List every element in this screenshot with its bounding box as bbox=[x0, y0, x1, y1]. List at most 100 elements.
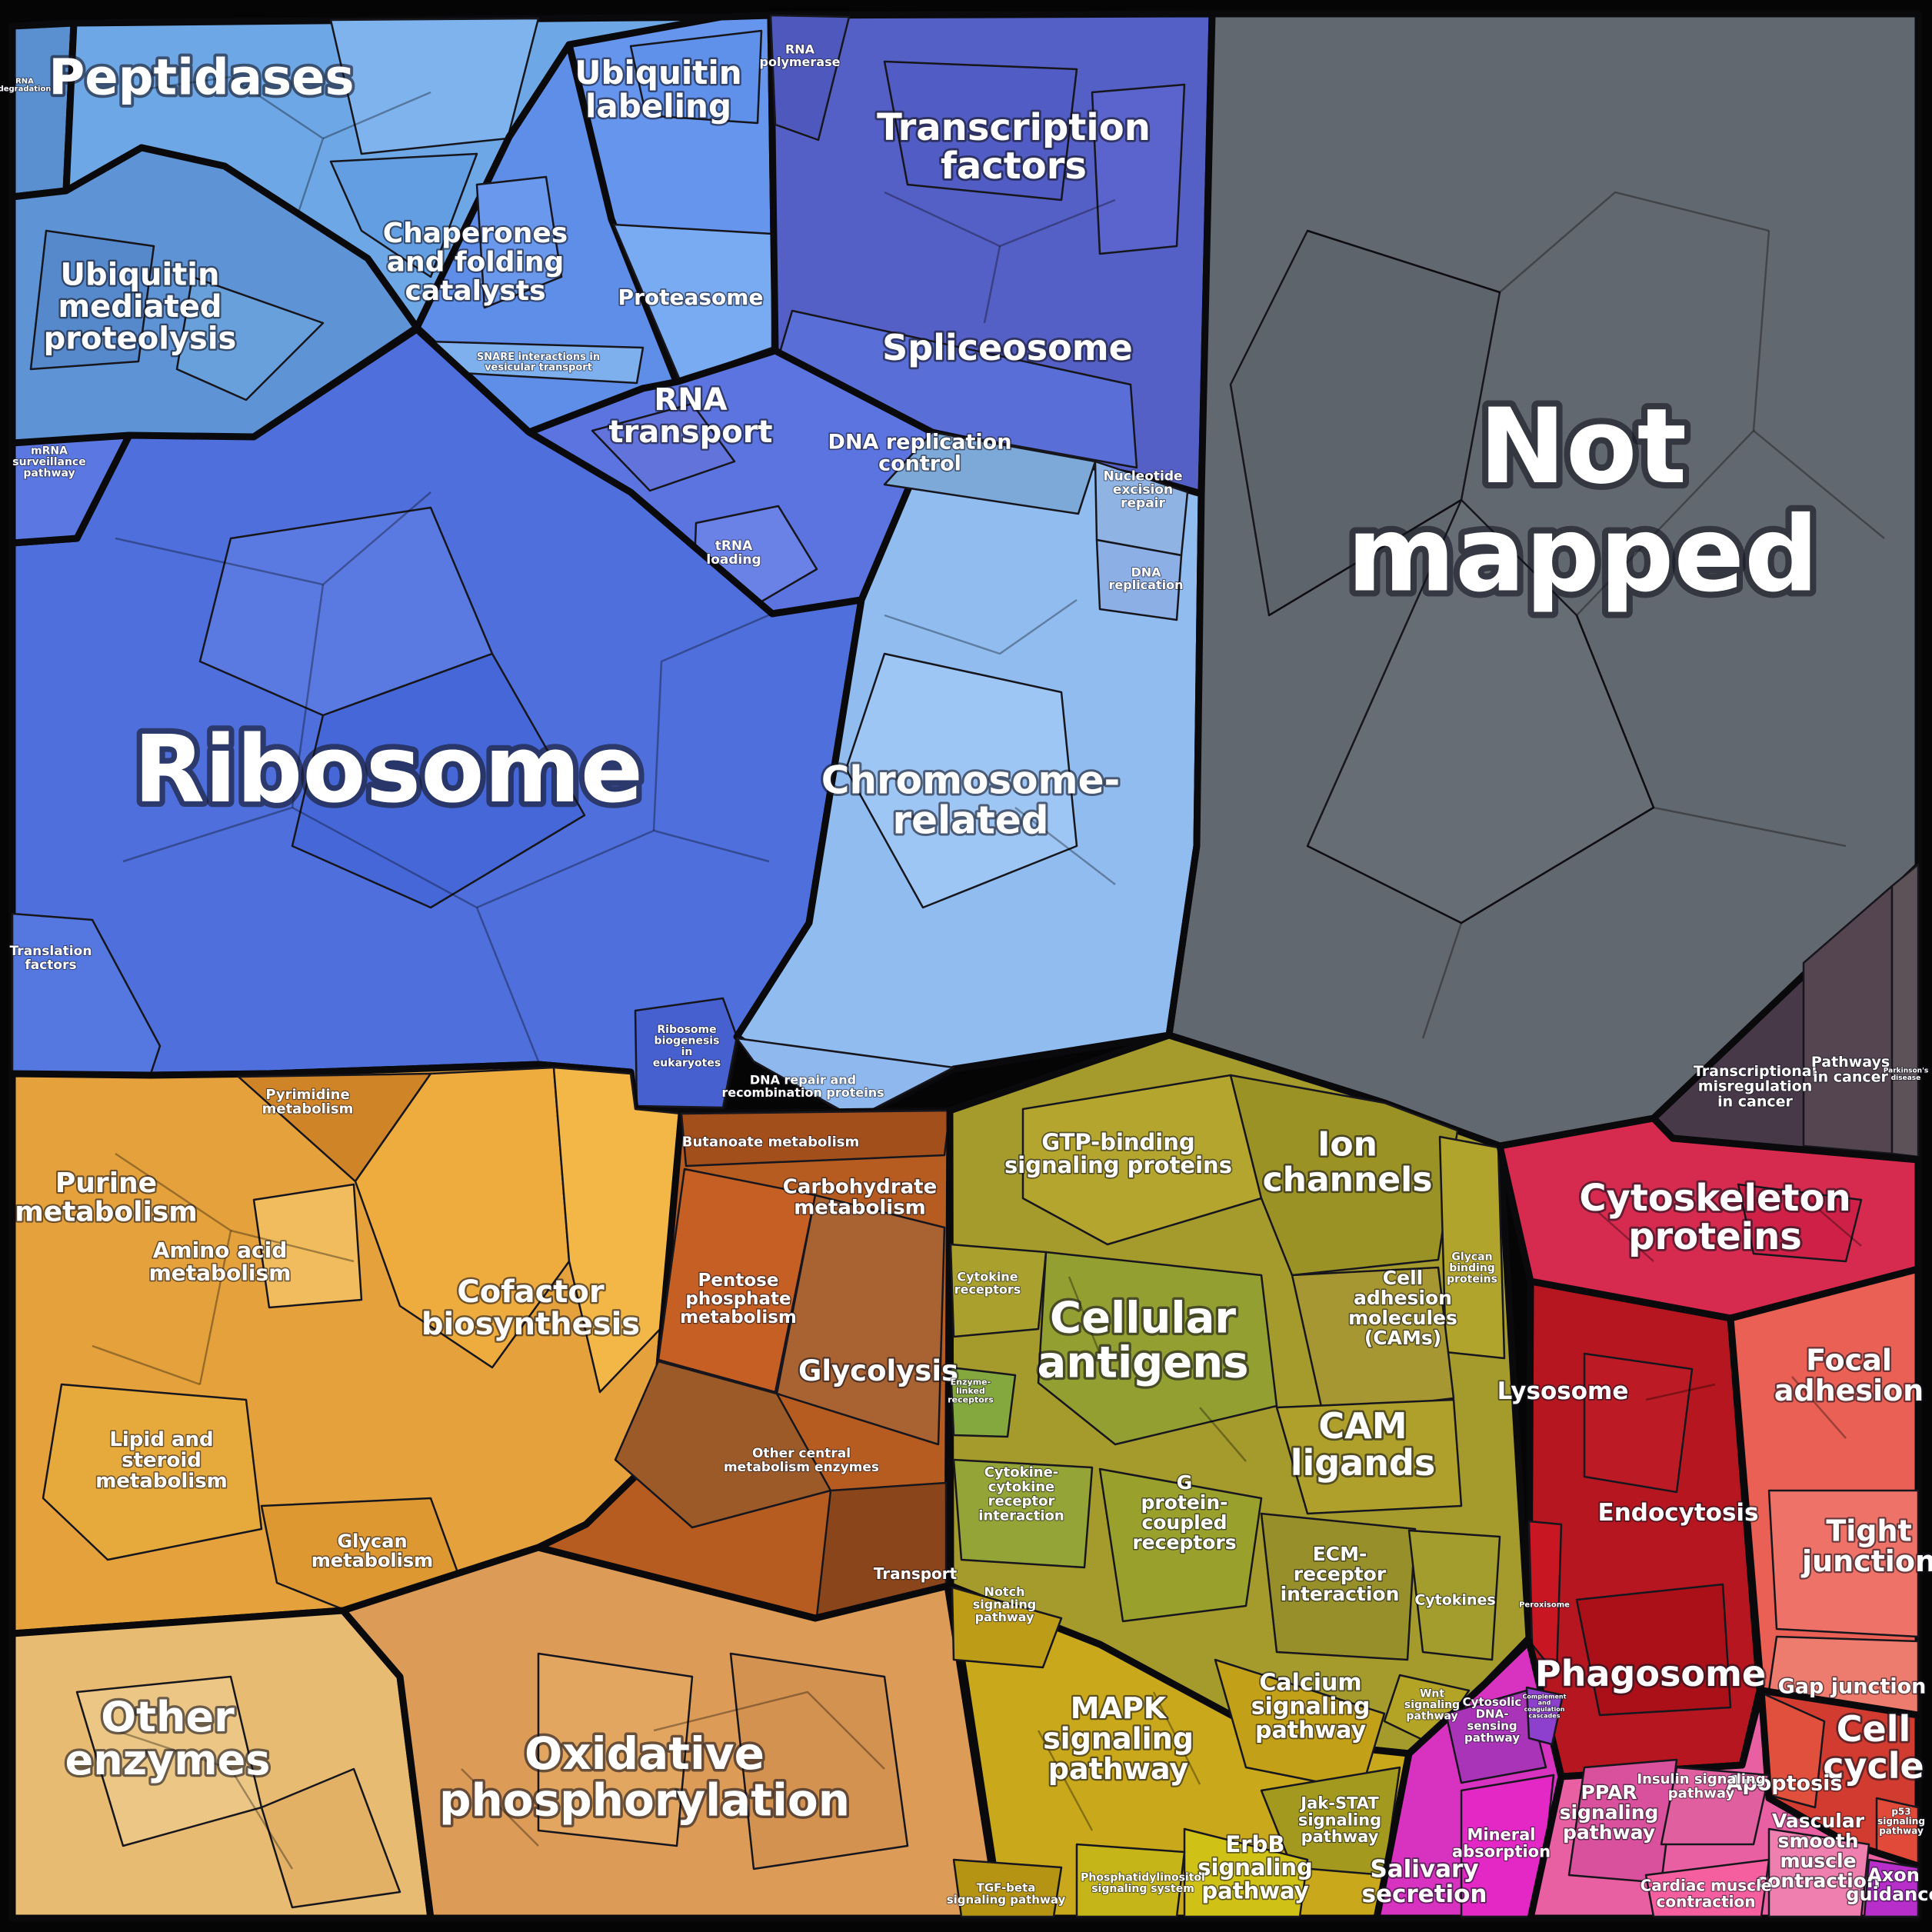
label-spliceosome: Spliceosome bbox=[882, 327, 1133, 368]
label-glycolysis: Glycolysis bbox=[798, 1354, 958, 1387]
gtp-binding-cell bbox=[1021, 1074, 1263, 1246]
label-vascular-smooth-muscle: Vascular smooth muscle contraction bbox=[1756, 1810, 1880, 1892]
chromosome-region-vein-0 bbox=[884, 598, 1078, 655]
label-translation-factors: Translation factors bbox=[10, 944, 92, 973]
ribosome-region-vein-0 bbox=[115, 491, 431, 586]
peptidases-cell-mid bbox=[329, 152, 478, 278]
glycan-binding-cell bbox=[1438, 1135, 1506, 1360]
enzymes-orange-region-vein-0 bbox=[115, 1152, 232, 1385]
label-other-central-metabolism: Other central metabolism enzymes bbox=[724, 1446, 879, 1475]
ribosome-region-vein-2 bbox=[291, 806, 540, 1062]
notch-cell bbox=[951, 1586, 1063, 1669]
cardiac-cell bbox=[1644, 1858, 1770, 1918]
enzyme-linked-cell bbox=[949, 1366, 1017, 1438]
label-dna-replication-control: DNA replication control bbox=[828, 430, 1012, 475]
label-erbb: ErbB signaling pathway bbox=[1198, 1831, 1312, 1904]
label-ppar: PPAR signaling pathway bbox=[1560, 1781, 1659, 1844]
label-endocytosis: Endocytosis bbox=[1598, 1499, 1759, 1527]
butanoate-cell bbox=[680, 1109, 951, 1168]
label-dna-replication: DNA replication bbox=[1109, 565, 1184, 592]
erbb-cell bbox=[1183, 1827, 1309, 1918]
label-rna-polymerase: RNA polymerase bbox=[760, 42, 841, 69]
label-wnt: Wnt signaling pathway bbox=[1404, 1687, 1460, 1722]
label-gtp-binding: GTP-binding signaling proteins bbox=[1004, 1129, 1232, 1178]
dna-replication-cell bbox=[1095, 538, 1183, 621]
parkinsons-cell bbox=[1890, 863, 1920, 1158]
label-not-mapped: Not mapped bbox=[1347, 386, 1818, 615]
oxphos-cell-b bbox=[729, 1652, 909, 1870]
label-pentose-phosphate: Pentose phosphate metabolism bbox=[680, 1271, 797, 1327]
not-mapped-region-vein-6 bbox=[1421, 922, 1463, 1039]
cofactor-cell bbox=[552, 1066, 683, 1394]
label-cellular-antigens: Cellular antigens bbox=[1038, 1293, 1249, 1387]
vesicle-darkred-region-vein-0 bbox=[1645, 1383, 1716, 1401]
tight-junction-cell bbox=[1767, 1489, 1920, 1638]
label-salivary-secretion: Salivary secretion bbox=[1362, 1856, 1487, 1908]
label-cytosolic-dna-sensing: Cytosolic DNA-sensing pathway bbox=[1463, 1695, 1522, 1745]
enzymes-orange-region-vein-1 bbox=[230, 1229, 355, 1263]
label-transcriptional-misregulation: Transcriptional misregulation in cancer bbox=[1694, 1063, 1817, 1111]
label-tgf-beta: TGF-beta signaling pathway bbox=[947, 1880, 1066, 1907]
label-trna-loading: tRNA loading bbox=[706, 538, 761, 568]
ribosome-biogenesis-cell bbox=[634, 997, 738, 1109]
label-rna-degradation: RNA degradation bbox=[0, 77, 51, 93]
label-pyrimidine-metabolism: Pyrimidine metabolism bbox=[262, 1087, 354, 1118]
translation-factors-cell bbox=[11, 912, 162, 1075]
cytokines-cell bbox=[1407, 1529, 1501, 1661]
tf-cell2 bbox=[1091, 83, 1186, 255]
label-axon-guidance: Axon guidance bbox=[1846, 1864, 1932, 1905]
cams-cell bbox=[1291, 1266, 1455, 1415]
label-insulin-signaling: Insulin signaling pathway bbox=[1637, 1771, 1765, 1802]
cytoskeleton-region-vein-0 bbox=[1584, 1199, 1654, 1262]
cytoskeleton-region-vein-1 bbox=[1807, 1199, 1862, 1247]
peptidases-region-vein-2 bbox=[122, 75, 232, 94]
label-calcium: Calcium signaling pathway bbox=[1251, 1669, 1371, 1744]
label-ubiquitin-labeling: Ubiquitin labeling bbox=[575, 54, 741, 125]
label-jak-stat: Jak-STAT signaling pathway bbox=[1298, 1794, 1381, 1847]
label-chaperones: Chaperones and folding catalysts bbox=[383, 218, 568, 307]
label-gap-junction: Gap junction bbox=[1778, 1674, 1927, 1698]
label-nucleotide-excision-repair: Nucleotide excision repair bbox=[1103, 468, 1182, 511]
label-complement-coagulation: Complement and coagulation cascades bbox=[1523, 1693, 1567, 1719]
label-cytokine-receptors: Cytokine receptors bbox=[954, 1269, 1021, 1297]
label-cofactor-biosynthesis: Cofactor biosynthesis bbox=[421, 1274, 640, 1342]
insulin-cell bbox=[1660, 1766, 1770, 1846]
peptidases-region-vein-1 bbox=[322, 91, 431, 140]
label-transcription-factors: Transcription factors bbox=[877, 106, 1151, 188]
cytoskeleton-shade bbox=[1737, 1183, 1863, 1263]
lipid-cell bbox=[42, 1383, 263, 1561]
label-oxidative-phosphorylation: Oxidative phosphorylation bbox=[439, 1727, 850, 1826]
label-phagosome: Phagosome bbox=[1535, 1653, 1766, 1694]
label-cytokines: Cytokines bbox=[1414, 1592, 1495, 1609]
label-cam-ligands: CAM ligands bbox=[1291, 1405, 1436, 1484]
not-mapped-region-vein-4 bbox=[1307, 806, 1654, 924]
not-mapped-shade-a bbox=[1229, 229, 1501, 617]
not-mapped-region-vein-2 bbox=[1268, 498, 1462, 617]
complement-cell bbox=[1525, 1686, 1564, 1746]
tgf-beta-cell bbox=[952, 1858, 1063, 1918]
label-mrna-surveillance: mRNA surveillance pathway bbox=[12, 445, 85, 479]
gpcr-cell bbox=[1098, 1467, 1263, 1623]
vascular-cell bbox=[1767, 1827, 1870, 1918]
rna-transport-cell bbox=[591, 402, 736, 492]
cytokine-cytokine-cell bbox=[952, 1458, 1094, 1569]
label-notch: Notch signaling pathway bbox=[973, 1584, 1036, 1624]
label-purine-metabolism: Purine metabolism bbox=[15, 1168, 198, 1227]
pentose-cell bbox=[657, 1168, 817, 1394]
signaling-olive-region-vein-1 bbox=[1199, 1407, 1247, 1462]
label-cytokine-cytokine: Cytokine-cytokine receptor interaction bbox=[978, 1464, 1064, 1524]
transcription-region-vein-0 bbox=[884, 191, 1116, 248]
label-peroxisome: Peroxisome bbox=[1519, 1601, 1570, 1610]
label-tight-junction: Tight junction bbox=[1800, 1514, 1932, 1579]
label-lysosome: Lysosome bbox=[1497, 1377, 1629, 1405]
purine-light-cell bbox=[252, 1183, 363, 1309]
signaling-olive-region-vein-0 bbox=[1068, 1276, 1101, 1354]
oxphos-region-vein-0 bbox=[461, 1768, 539, 1847]
lysosome-shade bbox=[1583, 1352, 1694, 1494]
label-ribosome-biogenesis: Ribosome biogenesis in eukaryotes bbox=[653, 1024, 721, 1070]
not-mapped-region-vein-1 bbox=[1576, 230, 1770, 616]
rna-polymerase-cell bbox=[769, 14, 851, 142]
tf-cell bbox=[883, 60, 1078, 202]
